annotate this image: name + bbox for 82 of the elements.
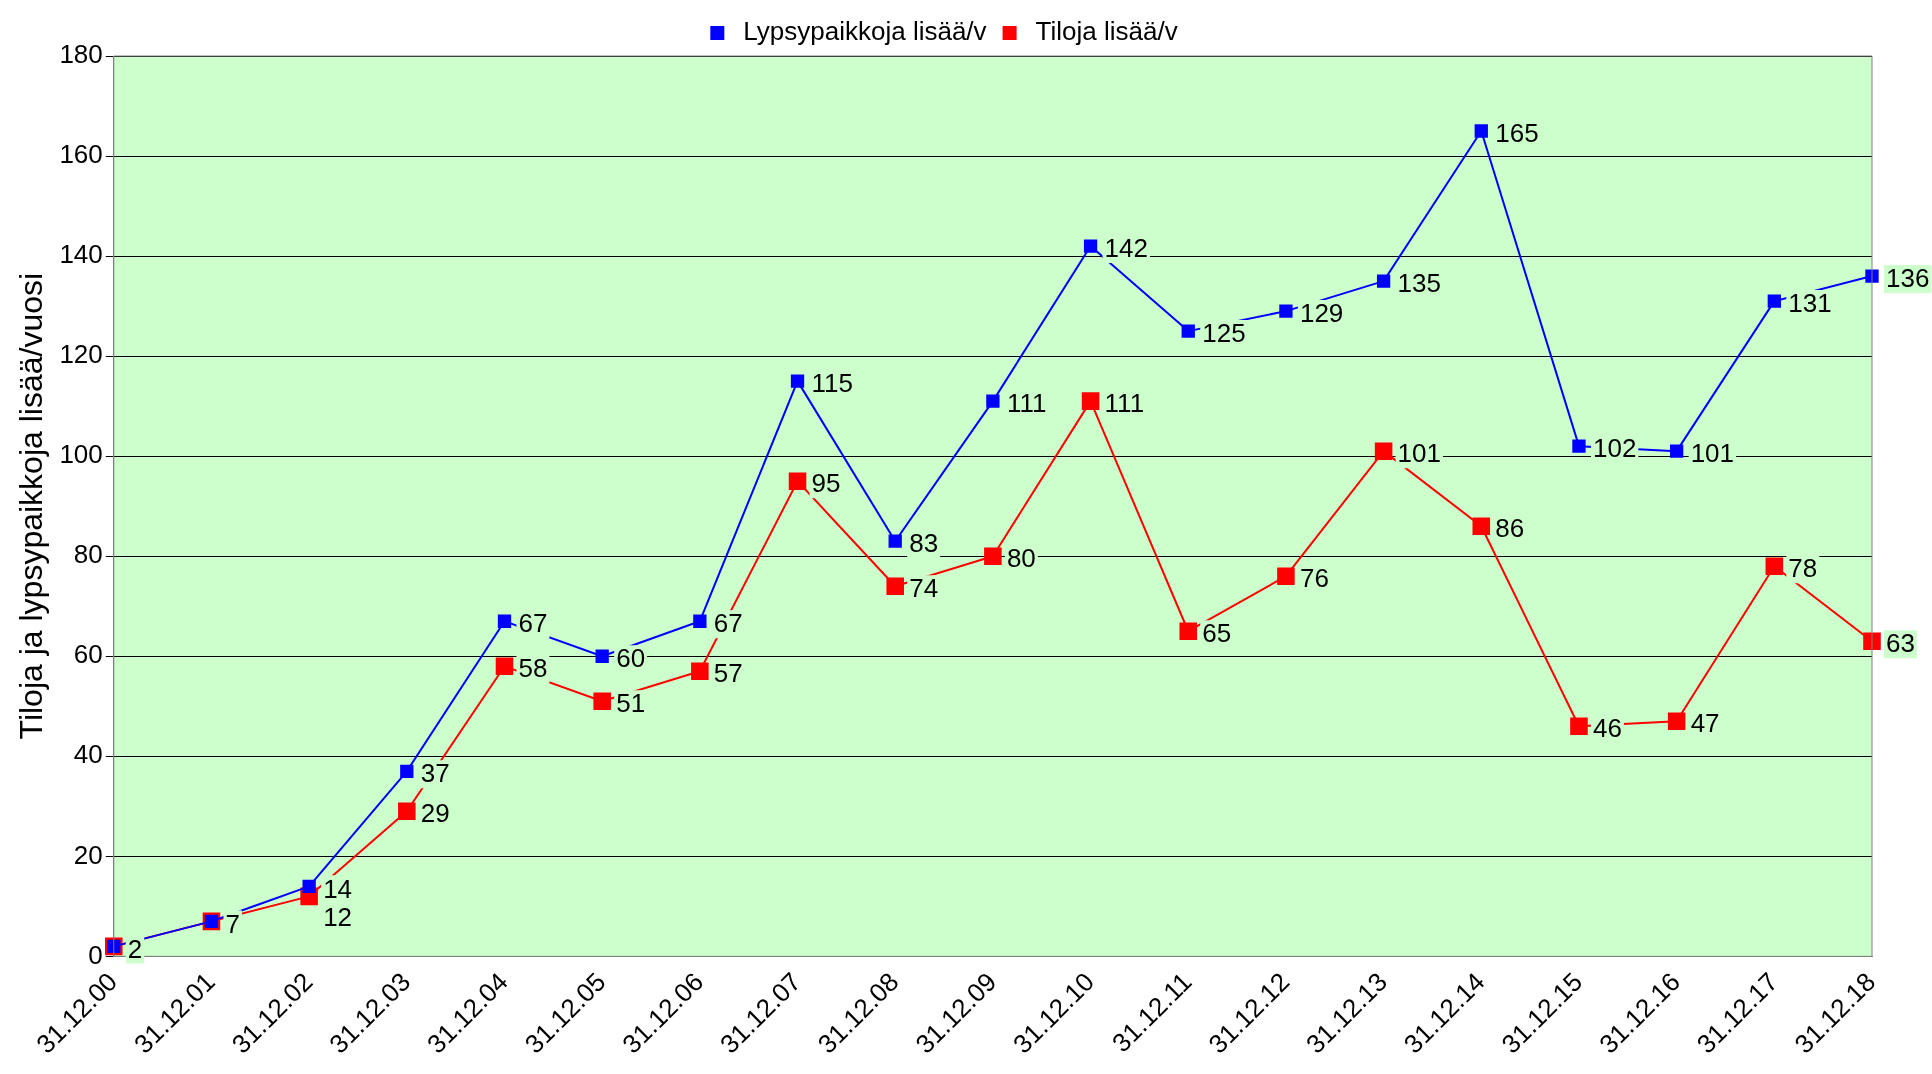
- data-label: 95: [811, 468, 841, 499]
- y-tick-label: 180: [59, 39, 103, 70]
- data-label: 102: [1592, 433, 1637, 464]
- data-label: 74: [909, 573, 939, 604]
- point: [1376, 274, 1391, 288]
- point: [1181, 324, 1195, 338]
- point: [984, 547, 1002, 565]
- point: [1472, 517, 1491, 535]
- point: [1083, 239, 1098, 253]
- data-label: 67: [518, 608, 548, 639]
- point: [497, 614, 512, 628]
- data-label: 29: [420, 798, 450, 829]
- data-label: 125: [1202, 318, 1246, 349]
- point: [790, 374, 805, 388]
- point: [1865, 269, 1879, 283]
- point: [398, 802, 416, 821]
- y-axis-title: Tiloja ja lypsypaikkoja lisää/vuosi: [13, 272, 50, 740]
- data-label: 111: [1104, 388, 1145, 419]
- point: [495, 657, 514, 676]
- point: [693, 614, 707, 628]
- data-label: 101: [1397, 438, 1441, 469]
- data-label: 60: [616, 643, 646, 674]
- legend-label: Tiloja lisää/v: [1035, 16, 1178, 47]
- point: [986, 394, 1000, 408]
- data-label: 115: [811, 368, 853, 399]
- data-label: 101: [1690, 438, 1735, 469]
- point: [1767, 294, 1781, 308]
- data-label: 65: [1202, 618, 1232, 649]
- y-tick-label: 160: [59, 139, 103, 170]
- point: [1474, 124, 1488, 138]
- point: [1669, 444, 1684, 458]
- point: [1765, 557, 1784, 575]
- point: [1572, 439, 1586, 453]
- point: [1279, 304, 1293, 318]
- y-tick-label: 80: [73, 539, 103, 570]
- point: [788, 472, 807, 490]
- y-tick-label: 140: [59, 239, 103, 270]
- data-label: 142: [1104, 233, 1148, 264]
- data-label: 86: [1495, 513, 1525, 544]
- data-label: 51: [616, 688, 646, 719]
- data-label: 2: [127, 933, 143, 964]
- y-tick-label: 40: [73, 739, 103, 770]
- point: [1277, 567, 1295, 585]
- point: [595, 649, 609, 663]
- data-label: 80: [1006, 543, 1036, 574]
- point: [302, 879, 316, 893]
- y-tick-label: 120: [59, 339, 103, 370]
- y-tick-label: 60: [73, 639, 103, 670]
- point: [1179, 622, 1198, 641]
- data-label: 131: [1788, 288, 1832, 319]
- point: [593, 692, 611, 711]
- data-label: 67: [713, 608, 743, 639]
- point: [691, 662, 709, 681]
- data-label: 37: [420, 758, 450, 789]
- point: [888, 534, 902, 548]
- point: [886, 577, 904, 595]
- data-label: 58: [518, 653, 548, 684]
- data-label: 136: [1886, 263, 1930, 294]
- data-label: 135: [1397, 268, 1441, 299]
- data-label: 57: [713, 658, 743, 689]
- point: [1081, 392, 1100, 410]
- data-label: 83: [909, 528, 939, 559]
- data-label: 78: [1788, 553, 1818, 584]
- data-label: 47: [1690, 708, 1720, 739]
- y-tick-label: 100: [59, 439, 103, 470]
- data-label: 165: [1495, 118, 1539, 149]
- y-tick-label: 20: [73, 839, 103, 870]
- data-label: 12: [323, 901, 353, 932]
- data-label: 76: [1299, 563, 1329, 594]
- data-label: 111: [1006, 388, 1047, 419]
- legend-label: Lypsypaikkoja lisää/v: [743, 16, 987, 47]
- data-label: 63: [1886, 628, 1915, 659]
- point: [1667, 712, 1686, 731]
- data-label: 129: [1299, 298, 1344, 329]
- data-label: 7: [225, 908, 240, 939]
- data-label: 14: [323, 873, 353, 904]
- y-tick-label: 0: [88, 939, 103, 970]
- point: [1374, 442, 1393, 460]
- data-label: 46: [1592, 713, 1622, 744]
- point: [1570, 717, 1588, 736]
- point: [1863, 632, 1881, 651]
- point: [400, 764, 414, 778]
